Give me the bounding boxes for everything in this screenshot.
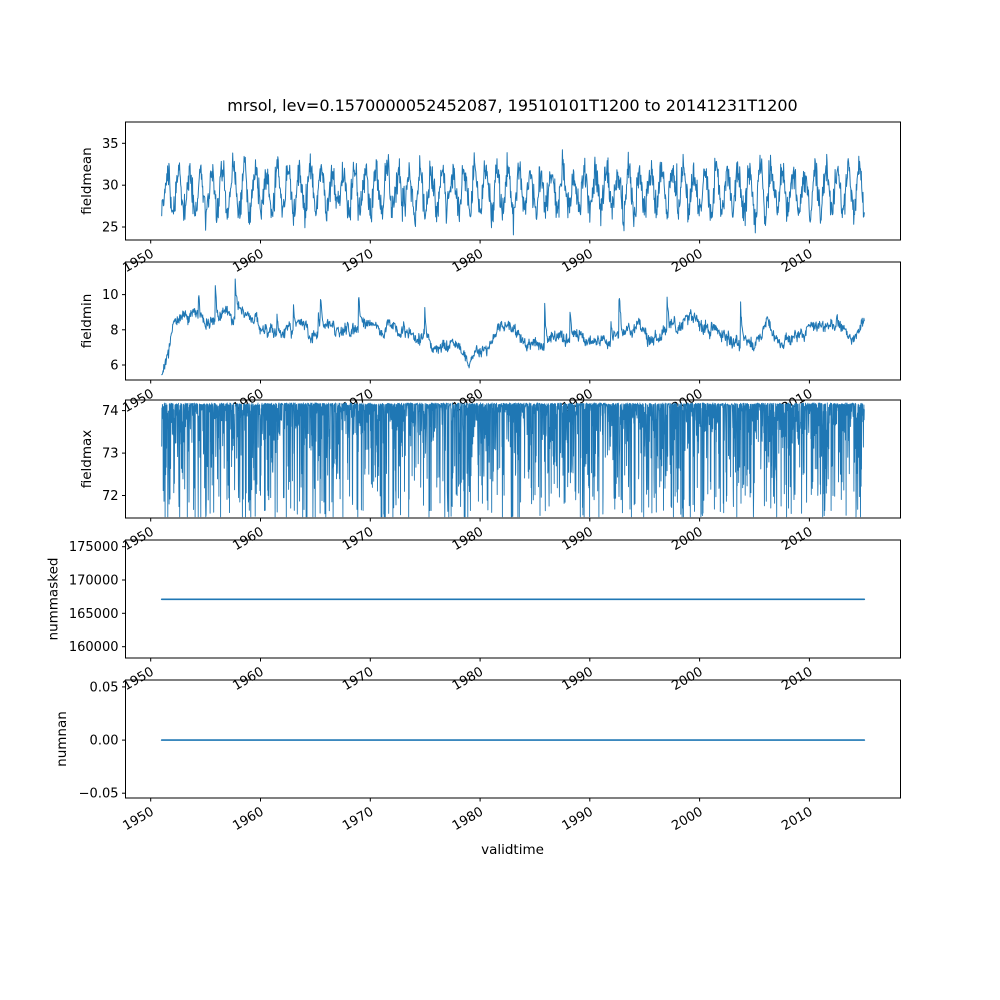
xtick-label: 1980 [450,804,486,834]
xtick-label: 1960 [230,246,266,276]
ylabel-fieldmax: fieldmax [79,430,95,489]
xtick-label: 1980 [450,664,486,694]
axes-frame-numnan [125,679,901,799]
ytick-label: 25 [102,221,119,236]
axes-frame-nummasked [125,539,901,659]
xtick-label: 1970 [340,804,376,834]
xtick-label: 1990 [560,664,596,694]
ytick-label: 160000 [69,640,119,655]
xtick-label: 2010 [779,524,815,554]
xtick-label: 2000 [669,246,705,276]
axes-frame-fieldmin [125,261,901,381]
ytick-label: 0.05 [90,680,119,695]
xtick-label: 2000 [669,524,705,554]
ytick-label: 72 [102,489,119,504]
xtick-label: 2000 [669,804,705,834]
ytick-label: 10 [102,288,119,303]
ytick-label: 6 [110,359,118,374]
xtick-label: 1970 [340,664,376,694]
series-fieldmean [161,149,865,236]
x-axis-label: validtime [481,842,544,858]
xtick-label: 1980 [450,246,486,276]
figure-title: mrsol, lev=0.1570000052452087, 19510101T… [227,96,798,115]
ylabel-numnan: numnan [54,711,70,767]
axes-frame-fieldmax [125,399,901,519]
ylabel-fieldmean: fieldmean [79,147,95,214]
series-fieldmin [161,278,865,376]
ytick-label: 175000 [69,540,119,555]
xtick-label: 1980 [450,524,486,554]
xtick-label: 2010 [779,664,815,694]
ytick-label: 30 [102,179,119,194]
xtick-label: 1960 [230,804,266,834]
xtick-label: 1960 [230,524,266,554]
xtick-label: 1990 [560,246,596,276]
ylabel-fieldmin: fieldmin [79,294,95,349]
xtick-label: 1990 [560,804,596,834]
ytick-label: 0.00 [90,734,119,749]
subplot-numnan: −0.05 0.00 0.05 numnan 1950 1960 1970 1980 1990 2… [54,679,901,834]
xtick-label: 2000 [669,664,705,694]
xtick-label: 1970 [340,524,376,554]
xtick-label: 2010 [779,246,815,276]
ytick-label: 73 [102,447,119,462]
xtick-label: 1970 [340,246,376,276]
ytick-label: 35 [102,137,119,152]
ytick-label: −0.05 [79,787,119,802]
axes-frame-fieldmean [125,121,901,241]
ytick-label: 165000 [69,607,119,622]
ylabel-nummasked: nummasked [46,558,62,641]
ytick-label: 170000 [69,574,119,589]
series-fieldmax [161,402,865,518]
xtick-label: 1990 [560,524,596,554]
xtick-label: 2010 [779,804,815,834]
ytick-label: 8 [110,323,118,338]
xtick-label: 1950 [121,804,157,834]
xtick-label: 1960 [230,664,266,694]
ytick-label: 74 [102,404,119,419]
